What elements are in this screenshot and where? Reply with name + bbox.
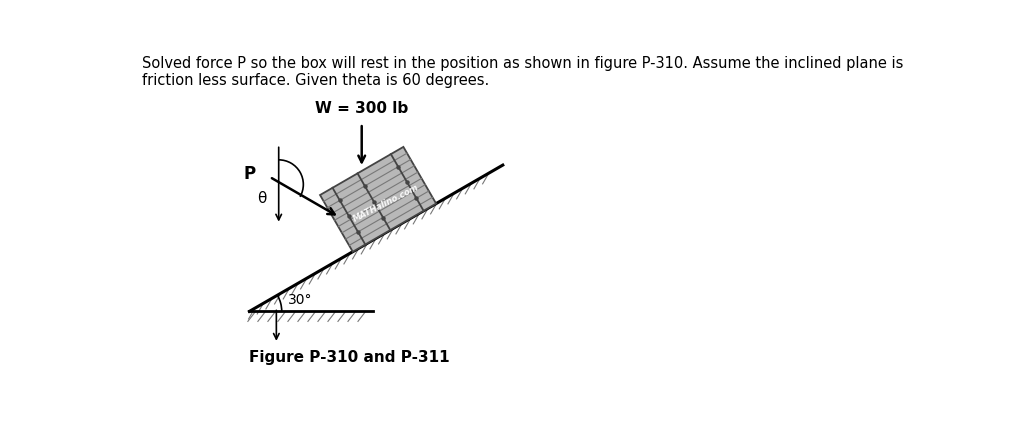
Text: Figure P-310 and P-311: Figure P-310 and P-311 (249, 350, 449, 365)
Polygon shape (320, 147, 436, 252)
Text: Solved force P so the box will rest in the position as shown in figure P-310. As: Solved force P so the box will rest in t… (142, 56, 902, 71)
Text: MATHalino.com: MATHalino.com (351, 183, 420, 224)
Text: P: P (244, 165, 256, 183)
Text: θ: θ (257, 191, 266, 206)
Text: 30°: 30° (287, 293, 312, 307)
Text: friction less surface. Given theta is 60 degrees.: friction less surface. Given theta is 60… (142, 73, 488, 88)
Text: W = 300 lb: W = 300 lb (315, 101, 408, 115)
